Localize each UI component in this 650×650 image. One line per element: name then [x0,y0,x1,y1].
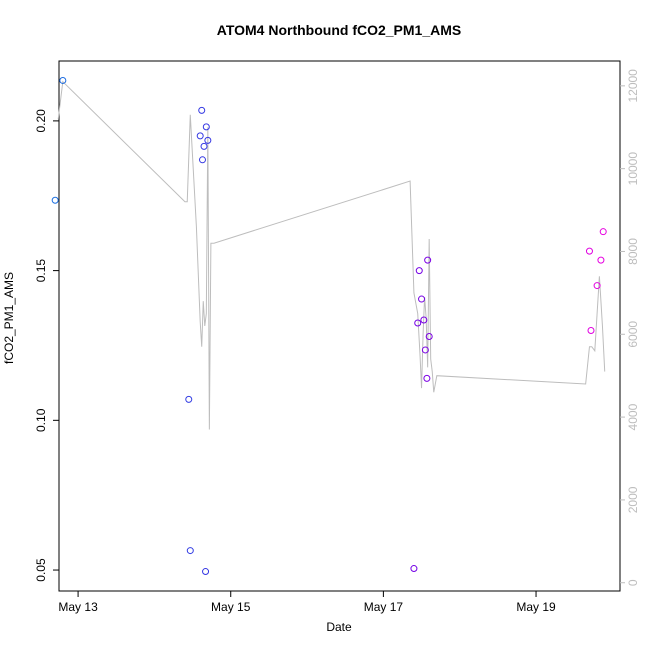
y2-tick-label: 0 [626,579,640,586]
data-point [198,106,206,114]
data-point [51,196,59,204]
y-axis-label: fCO2_PM1_AMS [2,272,16,364]
x-tick-label: May 19 [516,600,556,614]
y2-tick-label: 6000 [626,321,640,348]
data-point [425,332,433,340]
chart-title: ATOM4 Northbound fCO2_PM1_AMS [217,22,462,38]
data-point [585,247,593,255]
x-tick-label: May 15 [211,600,251,614]
data-point [420,316,428,324]
right-axis-line-series [57,80,606,430]
x-axis: May 13 May 15 May 17 May 19 [58,591,556,614]
data-point [410,565,418,573]
x-tick-label: May 17 [364,600,404,614]
data-point [414,319,422,327]
data-point [202,568,210,576]
data-point [200,142,208,150]
y-axis: 0.05 0.10 0.15 0.20 [34,109,59,582]
data-point [59,76,67,84]
data-point [196,132,204,140]
x-axis-label: Date [326,620,352,634]
plot-frame [58,60,621,592]
data-point [204,136,212,144]
data-point [415,267,423,275]
y2-tick-label: 12000 [626,69,640,103]
data-point [599,228,607,236]
data-point [593,282,601,290]
data-point [587,326,595,334]
data-point [418,295,426,303]
y-tick-label: 0.20 [34,109,48,133]
data-point [198,156,206,164]
data-point [423,374,431,382]
data-point [186,547,194,555]
data-point [424,256,432,264]
y2-tick-label: 4000 [626,403,640,430]
y2-axis: 0 2000 4000 6000 8000 10000 12000 [620,69,640,586]
x-tick-label: May 13 [58,600,98,614]
y-tick-label: 0.05 [34,558,48,582]
y-tick-label: 0.10 [34,408,48,432]
y2-tick-label: 2000 [626,486,640,513]
series-line [57,80,606,430]
data-point [185,395,193,403]
data-point [202,123,210,131]
y2-tick-label: 8000 [626,238,640,265]
y-tick-label: 0.15 [34,259,48,283]
scatter-series [51,76,607,576]
data-point [597,256,605,264]
data-point [421,346,429,354]
y2-tick-label: 10000 [626,152,640,186]
